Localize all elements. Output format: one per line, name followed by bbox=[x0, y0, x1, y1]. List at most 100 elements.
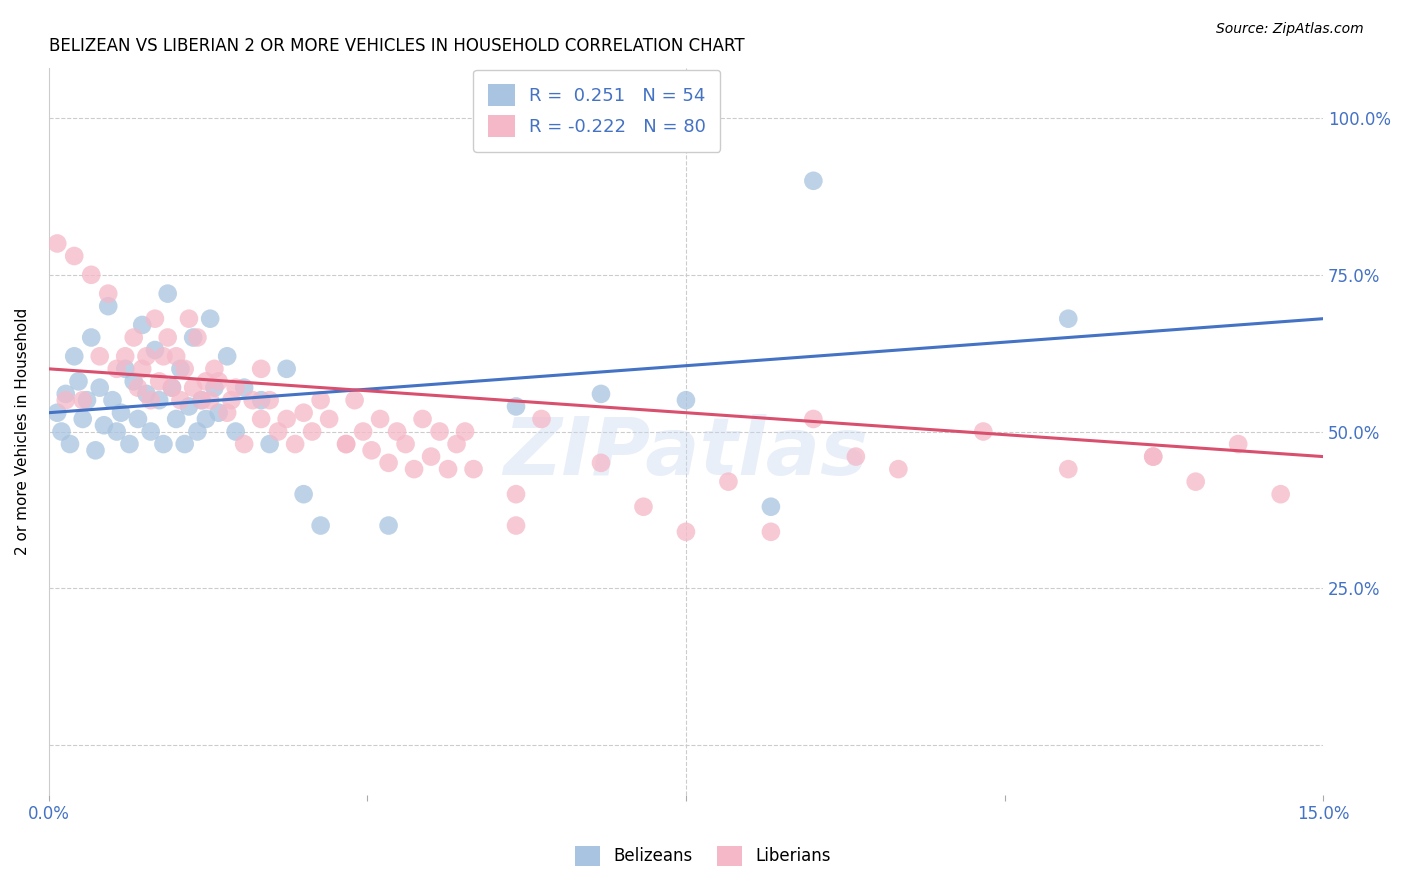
Point bbox=[55, 387, 77, 401]
Point bbox=[309, 393, 332, 408]
Point bbox=[217, 349, 239, 363]
Point bbox=[114, 361, 136, 376]
Point bbox=[717, 475, 740, 489]
Point bbox=[276, 361, 298, 376]
Point bbox=[160, 381, 183, 395]
Point bbox=[360, 443, 382, 458]
Point bbox=[1057, 462, 1080, 476]
Point bbox=[169, 361, 191, 376]
Point bbox=[429, 425, 451, 439]
Point bbox=[143, 311, 166, 326]
Point bbox=[204, 361, 226, 376]
Point bbox=[633, 500, 655, 514]
Legend: Belizeans, Liberians: Belizeans, Liberians bbox=[561, 832, 845, 880]
Point bbox=[177, 400, 200, 414]
Point bbox=[194, 412, 217, 426]
Point bbox=[221, 393, 243, 408]
Point bbox=[135, 387, 157, 401]
Point bbox=[135, 349, 157, 363]
Point bbox=[143, 343, 166, 357]
Point bbox=[131, 361, 153, 376]
Point bbox=[377, 456, 399, 470]
Point bbox=[301, 425, 323, 439]
Point bbox=[169, 393, 191, 408]
Point bbox=[198, 311, 221, 326]
Point bbox=[152, 437, 174, 451]
Point bbox=[101, 393, 124, 408]
Point bbox=[675, 524, 697, 539]
Point bbox=[72, 412, 94, 426]
Point bbox=[887, 462, 910, 476]
Point bbox=[343, 393, 366, 408]
Point bbox=[1270, 487, 1292, 501]
Text: Source: ZipAtlas.com: Source: ZipAtlas.com bbox=[1216, 22, 1364, 37]
Point bbox=[148, 393, 170, 408]
Point bbox=[173, 361, 195, 376]
Point bbox=[335, 437, 357, 451]
Point bbox=[292, 487, 315, 501]
Point bbox=[463, 462, 485, 476]
Point bbox=[46, 406, 69, 420]
Point bbox=[394, 437, 416, 451]
Point bbox=[259, 393, 281, 408]
Point bbox=[204, 381, 226, 395]
Point bbox=[368, 412, 391, 426]
Point bbox=[165, 412, 187, 426]
Point bbox=[198, 393, 221, 408]
Point bbox=[80, 330, 103, 344]
Point bbox=[1142, 450, 1164, 464]
Point bbox=[114, 349, 136, 363]
Point bbox=[225, 425, 247, 439]
Point bbox=[759, 524, 782, 539]
Point bbox=[46, 236, 69, 251]
Point bbox=[589, 456, 612, 470]
Point bbox=[292, 406, 315, 420]
Point bbox=[118, 437, 141, 451]
Point bbox=[1227, 437, 1250, 451]
Legend: R =  0.251   N = 54, R = -0.222   N = 80: R = 0.251 N = 54, R = -0.222 N = 80 bbox=[472, 70, 720, 152]
Point bbox=[675, 393, 697, 408]
Point bbox=[972, 425, 994, 439]
Point bbox=[446, 437, 468, 451]
Point bbox=[139, 425, 162, 439]
Point bbox=[127, 412, 149, 426]
Point bbox=[259, 437, 281, 451]
Point bbox=[76, 393, 98, 408]
Point bbox=[242, 393, 264, 408]
Point bbox=[233, 381, 256, 395]
Point bbox=[89, 349, 111, 363]
Point bbox=[845, 450, 868, 464]
Point bbox=[505, 400, 527, 414]
Point bbox=[250, 361, 273, 376]
Point bbox=[284, 437, 307, 451]
Point bbox=[352, 425, 374, 439]
Point bbox=[530, 412, 553, 426]
Point bbox=[803, 174, 825, 188]
Point bbox=[190, 393, 212, 408]
Point bbox=[105, 361, 128, 376]
Point bbox=[194, 375, 217, 389]
Y-axis label: 2 or more Vehicles in Household: 2 or more Vehicles in Household bbox=[15, 308, 30, 555]
Point bbox=[152, 349, 174, 363]
Point bbox=[156, 330, 179, 344]
Point bbox=[420, 450, 443, 464]
Point bbox=[1142, 450, 1164, 464]
Point bbox=[412, 412, 434, 426]
Point bbox=[181, 381, 204, 395]
Point bbox=[93, 418, 115, 433]
Point bbox=[276, 412, 298, 426]
Point bbox=[139, 393, 162, 408]
Point bbox=[217, 406, 239, 420]
Point bbox=[55, 393, 77, 408]
Point bbox=[225, 381, 247, 395]
Text: ZIPatlas: ZIPatlas bbox=[503, 414, 869, 492]
Point bbox=[173, 437, 195, 451]
Point bbox=[72, 393, 94, 408]
Point bbox=[67, 375, 90, 389]
Point bbox=[454, 425, 477, 439]
Point bbox=[177, 311, 200, 326]
Point bbox=[122, 375, 145, 389]
Point bbox=[84, 443, 107, 458]
Point bbox=[127, 381, 149, 395]
Point bbox=[250, 393, 273, 408]
